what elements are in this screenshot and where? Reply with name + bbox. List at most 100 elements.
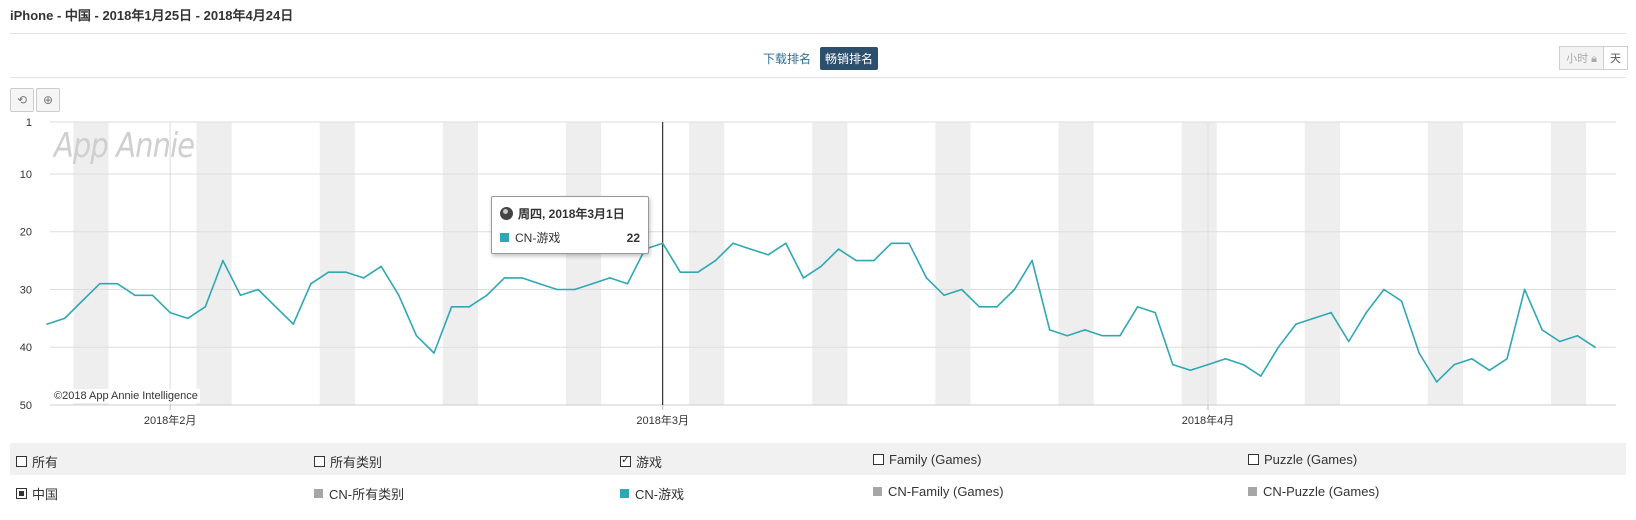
data-point — [1277, 346, 1280, 349]
category-family-games[interactable]: Family (Games) — [873, 452, 981, 467]
zoom-icon[interactable]: ⊕ — [36, 88, 60, 112]
weekend-band — [442, 122, 478, 405]
data-point — [609, 277, 611, 279]
weekend-band — [1181, 122, 1217, 405]
y-tick-label: 30 — [20, 284, 32, 296]
weekend-band — [1304, 122, 1340, 405]
y-tick-label: 10 — [20, 169, 32, 181]
checkbox[interactable] — [620, 453, 631, 467]
series-cn-all-categories[interactable]: CN-所有类别 — [314, 484, 404, 503]
divider — [10, 33, 1626, 34]
checkbox[interactable] — [16, 456, 27, 467]
weekend-band — [1058, 122, 1094, 405]
legend-label: CN-所有类别 — [329, 487, 405, 502]
data-point — [1207, 363, 1209, 366]
data-point — [785, 242, 787, 245]
weekend-band — [689, 122, 725, 405]
data-point — [820, 265, 822, 268]
series-swatch — [314, 489, 323, 498]
data-point — [802, 277, 805, 279]
series-cn-puzzle-games[interactable]: CN-Puzzle (Games) — [1248, 484, 1379, 499]
rank-chart: 1 10 20 30 40 50 2018年2月 2018年3月 2018年4月 — [20, 117, 1616, 427]
data-point — [996, 306, 998, 308]
category-all-categories[interactable]: 所有类别 — [314, 452, 382, 471]
legend-label: 所有 — [32, 455, 59, 470]
legend-label: Family (Games) — [889, 452, 982, 467]
data-point — [521, 277, 523, 279]
tooltip-row: CN-游戏 22 — [500, 229, 640, 246]
chart-tooltip: 周四, 2018年3月1日 CN-游戏 22 — [491, 196, 649, 254]
rank-tabs: 下载排名 畅销排名 — [0, 47, 1636, 70]
tab-download-rank[interactable]: 下载排名 — [762, 52, 811, 66]
data-point — [1506, 357, 1508, 360]
data-point — [943, 294, 945, 297]
checkbox[interactable] — [1248, 454, 1259, 465]
legend-label: CN-游戏 — [635, 487, 685, 502]
data-point — [749, 248, 752, 250]
x-axis-ticks: 2018年2月 2018年3月 2018年4月 — [144, 405, 1234, 427]
data-point — [1347, 340, 1350, 343]
checkbox[interactable] — [314, 456, 325, 467]
data-point — [362, 277, 365, 279]
reset-icon[interactable]: ⟲ — [10, 88, 34, 112]
data-point — [556, 288, 558, 291]
legend-label: 中国 — [32, 487, 59, 502]
country-china[interactable]: 中国 — [16, 484, 58, 503]
data-point — [116, 282, 119, 285]
weekend-band — [73, 122, 109, 405]
category-puzzle-games[interactable]: Puzzle (Games) — [1248, 452, 1357, 467]
data-point — [767, 254, 770, 256]
data-point — [908, 242, 910, 245]
checkbox[interactable] — [873, 454, 884, 465]
lock-icon: 🔒︎ — [1591, 53, 1597, 65]
data-point — [661, 242, 664, 245]
data-point — [468, 306, 470, 308]
data-point — [274, 306, 277, 308]
tab-grossing-rank[interactable]: 畅销排名 — [820, 47, 879, 70]
granularity-hour-button[interactable]: 小时 🔒︎ — [1559, 46, 1604, 70]
data-point — [1541, 329, 1544, 331]
copyright-note: ©2018 App Annie Intelligence — [52, 389, 200, 403]
data-point — [1172, 363, 1174, 366]
data-point — [1154, 311, 1157, 314]
granularity-day-button[interactable]: 天 — [1604, 46, 1628, 70]
y-tick-label: 20 — [20, 227, 32, 239]
legend-label: Puzzle (Games) — [1264, 452, 1358, 467]
data-point — [134, 294, 136, 297]
data-point — [1435, 381, 1438, 383]
data-point — [1136, 306, 1139, 308]
data-point — [714, 259, 717, 262]
data-point — [46, 323, 48, 325]
series-swatch — [873, 487, 882, 496]
data-point — [1189, 369, 1192, 372]
data-point — [732, 242, 734, 245]
category-games[interactable]: 游戏 — [620, 452, 662, 471]
globe-icon — [500, 207, 513, 220]
series-layer — [46, 242, 1596, 383]
data-point — [450, 306, 453, 308]
data-point — [591, 282, 594, 285]
data-point — [1013, 288, 1016, 291]
data-point — [433, 352, 435, 354]
data-point — [679, 271, 682, 273]
series-cn-games[interactable]: CN-游戏 — [620, 484, 684, 503]
weekend-band — [1427, 122, 1464, 405]
x-tick-label: 2018年3月 — [636, 413, 689, 427]
series-cn-family-games[interactable]: CN-Family (Games) — [873, 484, 1004, 499]
data-point — [345, 271, 347, 273]
category-all[interactable]: 所有 — [16, 452, 58, 471]
granularity-hour-label: 小时 — [1566, 53, 1589, 65]
data-point — [837, 248, 840, 250]
data-point — [81, 300, 83, 302]
checkbox[interactable] — [16, 488, 27, 499]
data-point — [1312, 317, 1315, 320]
y-tick-label: 50 — [20, 400, 32, 412]
legend-label: 所有类别 — [330, 455, 383, 470]
data-point — [1031, 259, 1033, 262]
data-point — [1576, 334, 1579, 337]
y-tick-label: 1 — [26, 117, 32, 129]
data-point — [697, 271, 699, 273]
data-point — [1224, 357, 1227, 360]
divider — [10, 77, 1626, 78]
data-point — [204, 306, 207, 308]
